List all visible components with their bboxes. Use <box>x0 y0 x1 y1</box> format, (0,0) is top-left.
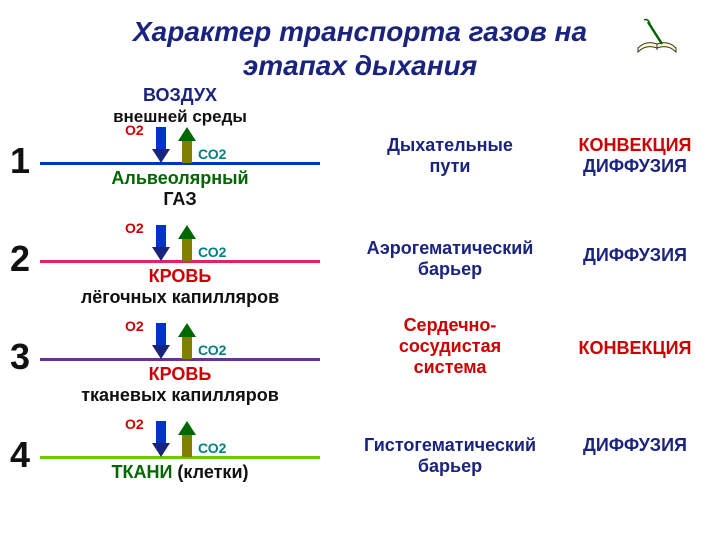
comp-tissue: ТКАНИ (клетки) <box>40 462 320 483</box>
exchange-2: О2 СО2 <box>100 220 260 265</box>
book-pen-icon <box>634 18 680 58</box>
arrow-up-icon <box>178 223 196 263</box>
slide-title: Характер транспорта газов на этапах дыха… <box>0 0 720 87</box>
mid-4: Гистогематический барьер <box>350 435 550 477</box>
comp-air-1: ВОЗДУХ <box>143 85 217 105</box>
comp-t-2: (клетки) <box>177 462 248 482</box>
mid-2b: барьер <box>418 259 482 279</box>
exchange-1: О2 СО2 <box>100 122 260 167</box>
comp-t-1: ТКАНИ <box>111 462 172 482</box>
exchange-4: О2 СО2 <box>100 416 260 461</box>
right-3: КОНВЕКЦИЯ <box>560 338 710 359</box>
mid-1: Дыхательные пути <box>350 135 550 177</box>
mid-4b: барьер <box>418 456 482 476</box>
o2-label: О2 <box>125 416 144 432</box>
mid-2a: Аэрогематический <box>367 238 534 258</box>
comp-tb-1: КРОВЬ <box>149 364 212 384</box>
comp-alv-1: Альвеолярный <box>111 168 248 188</box>
comp-tb-2: тканевых капилляров <box>81 385 279 405</box>
right-4: ДИФФУЗИЯ <box>560 435 710 456</box>
right-2: ДИФФУЗИЯ <box>560 245 710 266</box>
right-1b: ДИФФУЗИЯ <box>583 156 687 176</box>
mid-2: Аэрогематический барьер <box>350 238 550 280</box>
co2-label: СО2 <box>198 244 226 260</box>
arrow-up-icon <box>178 419 196 459</box>
comp-lb-2: лёгочных капилляров <box>81 287 279 307</box>
co2-label: СО2 <box>198 440 226 456</box>
comp-lungblood: КРОВЬ лёгочных капилляров <box>40 266 320 308</box>
mid-3: Сердечно- сосудистая система <box>350 315 550 378</box>
exchange-3: О2 СО2 <box>100 318 260 363</box>
comp-alveolar: Альвеолярный ГАЗ <box>40 168 320 210</box>
co2-label: СО2 <box>198 146 226 162</box>
o2-label: О2 <box>125 318 144 334</box>
co2-label: СО2 <box>198 342 226 358</box>
arrow-down-icon <box>152 419 170 459</box>
o2-label: О2 <box>125 220 144 236</box>
title-line1: Характер транспорта газов на <box>133 16 587 47</box>
comp-tissueblood: КРОВЬ тканевых капилляров <box>40 364 320 406</box>
arrow-down-icon <box>152 125 170 165</box>
mid-1b: пути <box>430 156 471 176</box>
right-2a: ДИФФУЗИЯ <box>583 245 687 265</box>
right-1: КОНВЕКЦИЯ ДИФФУЗИЯ <box>560 135 710 177</box>
comp-alv-2: ГАЗ <box>163 189 196 209</box>
mid-1a: Дыхательные <box>387 135 513 155</box>
right-4a: ДИФФУЗИЯ <box>583 435 687 455</box>
right-1a: КОНВЕКЦИЯ <box>578 135 691 155</box>
arrow-down-icon <box>152 321 170 361</box>
arrow-down-icon <box>152 223 170 263</box>
arrow-up-icon <box>178 321 196 361</box>
stage-num-2: 2 <box>10 238 30 280</box>
stage-num-3: 3 <box>10 336 30 378</box>
title-line2: этапах дыхания <box>243 50 477 81</box>
diagram-area: 1 2 3 4 ВОЗДУХ внешней среды Альвеолярны… <box>0 90 720 540</box>
arrow-up-icon <box>178 125 196 165</box>
mid-3c: система <box>414 357 487 377</box>
comp-lb-1: КРОВЬ <box>149 266 212 286</box>
mid-3b: сосудистая <box>399 336 501 356</box>
right-3a: КОНВЕКЦИЯ <box>578 338 691 358</box>
stage-num-1: 1 <box>10 140 30 182</box>
stage-num-4: 4 <box>10 434 30 476</box>
mid-3a: Сердечно- <box>404 315 497 335</box>
comp-air: ВОЗДУХ внешней среды <box>40 85 320 127</box>
mid-4a: Гистогематический <box>364 435 536 455</box>
o2-label: О2 <box>125 122 144 138</box>
